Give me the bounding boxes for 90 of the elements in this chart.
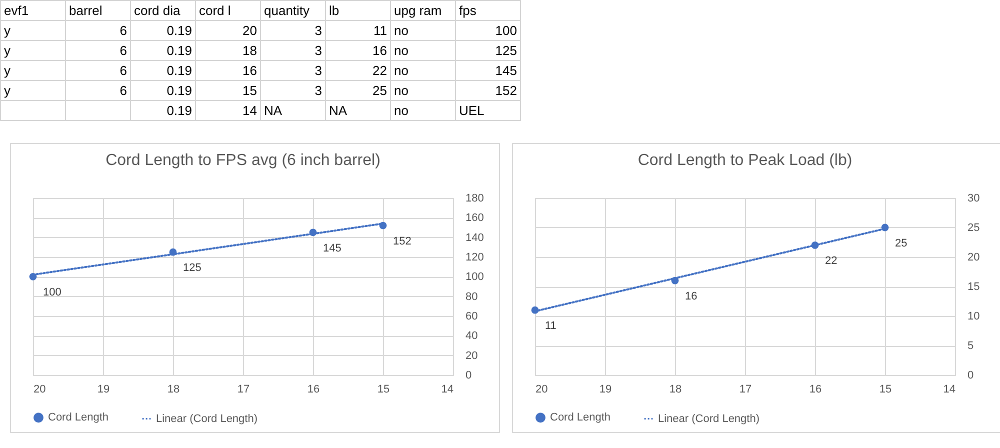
category-label: cord l	[196, 0, 260, 20]
text: 3	[260, 20, 326, 40]
text: 20	[196, 20, 260, 40]
text: y	[0, 40, 66, 60]
text: 125	[456, 40, 520, 60]
x-tick-label: 16	[307, 384, 320, 396]
data-label: 11	[545, 320, 556, 332]
text: 6	[66, 20, 130, 40]
data-label: 145	[323, 242, 342, 254]
category-label: evf1	[0, 0, 66, 20]
x-tick-label: 19	[599, 384, 612, 396]
chart-title: Cord Length to FPS avg (6 inch barrel)	[106, 152, 380, 169]
text: 0.19	[130, 60, 196, 80]
text: 0.19	[130, 80, 196, 100]
y-tick-label: 15	[968, 281, 980, 293]
x-tick-label: 19	[97, 384, 110, 396]
y-tick-label: 10	[968, 310, 980, 322]
data-label: 125	[183, 262, 202, 274]
y-tick-label: 0	[968, 370, 974, 382]
legend-label: Linear (Cord Length)	[156, 412, 258, 425]
legend-label: Cord Length	[48, 412, 109, 424]
text: no	[390, 40, 456, 60]
text: no	[390, 20, 456, 40]
category-label: lb	[326, 0, 390, 20]
x-tick-label: 15	[377, 384, 390, 396]
category-label: barrel	[66, 0, 130, 20]
text: UEL	[456, 100, 520, 120]
text: 18	[196, 40, 260, 60]
text: no	[390, 80, 456, 100]
category-label: quantity	[260, 0, 326, 20]
x-tick-label: 18	[669, 384, 682, 396]
legend-label: Linear (Cord Length)	[658, 412, 760, 425]
y-tick-label: 160	[466, 212, 484, 224]
text: 3	[260, 40, 326, 60]
text: 0.19	[130, 20, 196, 40]
text: 11	[326, 20, 390, 40]
x-tick-label: 16	[809, 384, 822, 396]
text: 145	[456, 60, 520, 80]
text: NA	[326, 100, 390, 120]
x-tick-label: 14	[943, 384, 956, 396]
text: y	[0, 20, 66, 40]
x-tick-label: 17	[237, 384, 250, 396]
y-tick-label: 30	[968, 192, 980, 204]
text: 152	[456, 80, 520, 100]
text: 22	[326, 60, 390, 80]
text: 3	[260, 60, 326, 80]
y-tick-label: 40	[466, 330, 478, 342]
category-label: upg ram	[390, 0, 456, 20]
y-tick-label: 5	[968, 340, 974, 352]
chart-title: Cord Length to Peak Load (lb)	[638, 152, 852, 169]
category-label: fps	[456, 0, 520, 20]
text: 0.19	[130, 40, 196, 60]
text: 0.19	[130, 100, 196, 120]
y-tick-label: 25	[968, 222, 980, 234]
y-tick-label: 20	[466, 350, 478, 362]
text: y	[0, 80, 66, 100]
data-label: 25	[895, 238, 908, 250]
y-tick-label: 180	[466, 192, 484, 204]
y-tick-label: 60	[466, 310, 478, 322]
text: no	[390, 100, 456, 120]
x-tick-label: 20	[34, 384, 46, 396]
y-tick-label: 100	[466, 271, 484, 284]
data-label: 100	[43, 286, 62, 299]
data-label: 152	[393, 236, 412, 248]
x-tick-label: 15	[879, 384, 892, 396]
data-label: 16	[685, 290, 698, 303]
x-tick-label: 18	[167, 384, 180, 396]
y-tick-label: 80	[466, 290, 478, 303]
text: 25	[326, 80, 390, 100]
category-label: cord dia	[130, 0, 196, 20]
text: 6	[66, 40, 130, 60]
text: 3	[260, 80, 326, 100]
text: 16	[326, 40, 390, 60]
y-tick-label: 0	[466, 370, 472, 382]
data-label: 22	[825, 255, 838, 268]
text: NA	[260, 100, 326, 120]
x-tick-label: 20	[536, 384, 548, 396]
y-tick-label: 20	[968, 252, 980, 264]
text: 6	[66, 60, 130, 80]
text: 16	[196, 60, 260, 80]
x-tick-label: 14	[441, 384, 454, 396]
text: 15	[196, 80, 260, 100]
text: 6	[66, 80, 130, 100]
legend-label: Cord Length	[550, 412, 611, 424]
text: y	[0, 60, 66, 80]
y-tick-label: 120	[466, 252, 484, 264]
text: no	[390, 60, 456, 80]
x-tick-label: 17	[739, 384, 752, 396]
y-tick-label: 140	[466, 232, 484, 244]
text: 14	[196, 100, 260, 120]
